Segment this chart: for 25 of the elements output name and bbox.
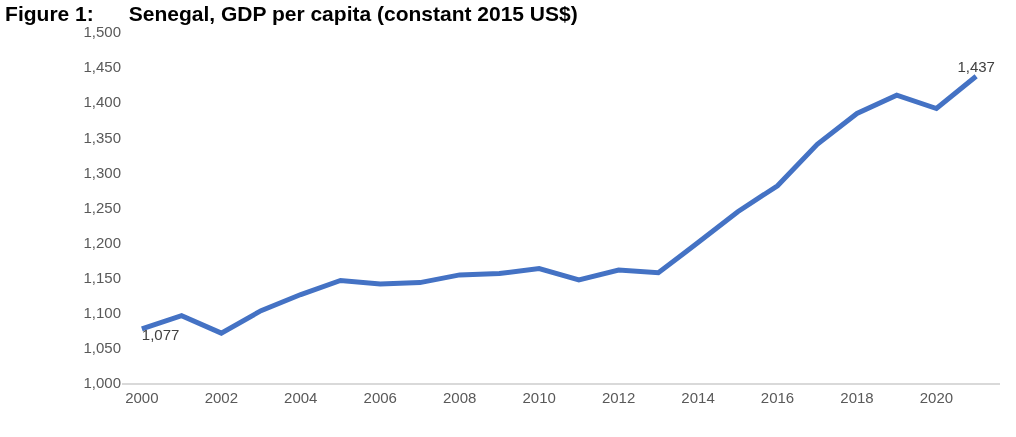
y-tick-label: 1,000	[83, 374, 121, 392]
x-tick-label: 2006	[363, 389, 397, 406]
chart-title: Figure 1: Senegal, GDP per capita (constant 2015 US$)	[5, 2, 578, 26]
y-tick-label: 1,500	[83, 23, 121, 41]
x-tick-label: 2004	[284, 389, 318, 406]
x-tick-label: 2014	[681, 389, 715, 406]
y-tick-label: 1,200	[83, 233, 121, 251]
x-tick-label: 2008	[443, 389, 477, 406]
y-tick-label: 1,150	[83, 268, 121, 286]
data-label: 1,437	[957, 58, 995, 76]
x-tick-label: 2000	[125, 389, 159, 406]
y-tick-label: 1,450	[83, 58, 121, 76]
y-tick-label: 1,300	[83, 163, 121, 181]
y-tick-label: 1,400	[83, 93, 121, 111]
y-tick-label: 1,350	[83, 128, 121, 146]
x-tick-label: 2002	[204, 389, 239, 406]
x-tick-label: 2018	[840, 389, 874, 406]
x-tick-label: 2020	[919, 389, 954, 406]
y-tick-label: 1,100	[83, 304, 121, 322]
x-tick-label: 2012	[601, 389, 636, 406]
y-tick-label: 1,050	[83, 339, 121, 357]
x-tick-label: 2010	[522, 389, 556, 406]
data-label: 1,077	[141, 326, 180, 344]
x-tick-label: 2016	[760, 389, 795, 406]
y-tick-label: 1,250	[83, 198, 121, 216]
